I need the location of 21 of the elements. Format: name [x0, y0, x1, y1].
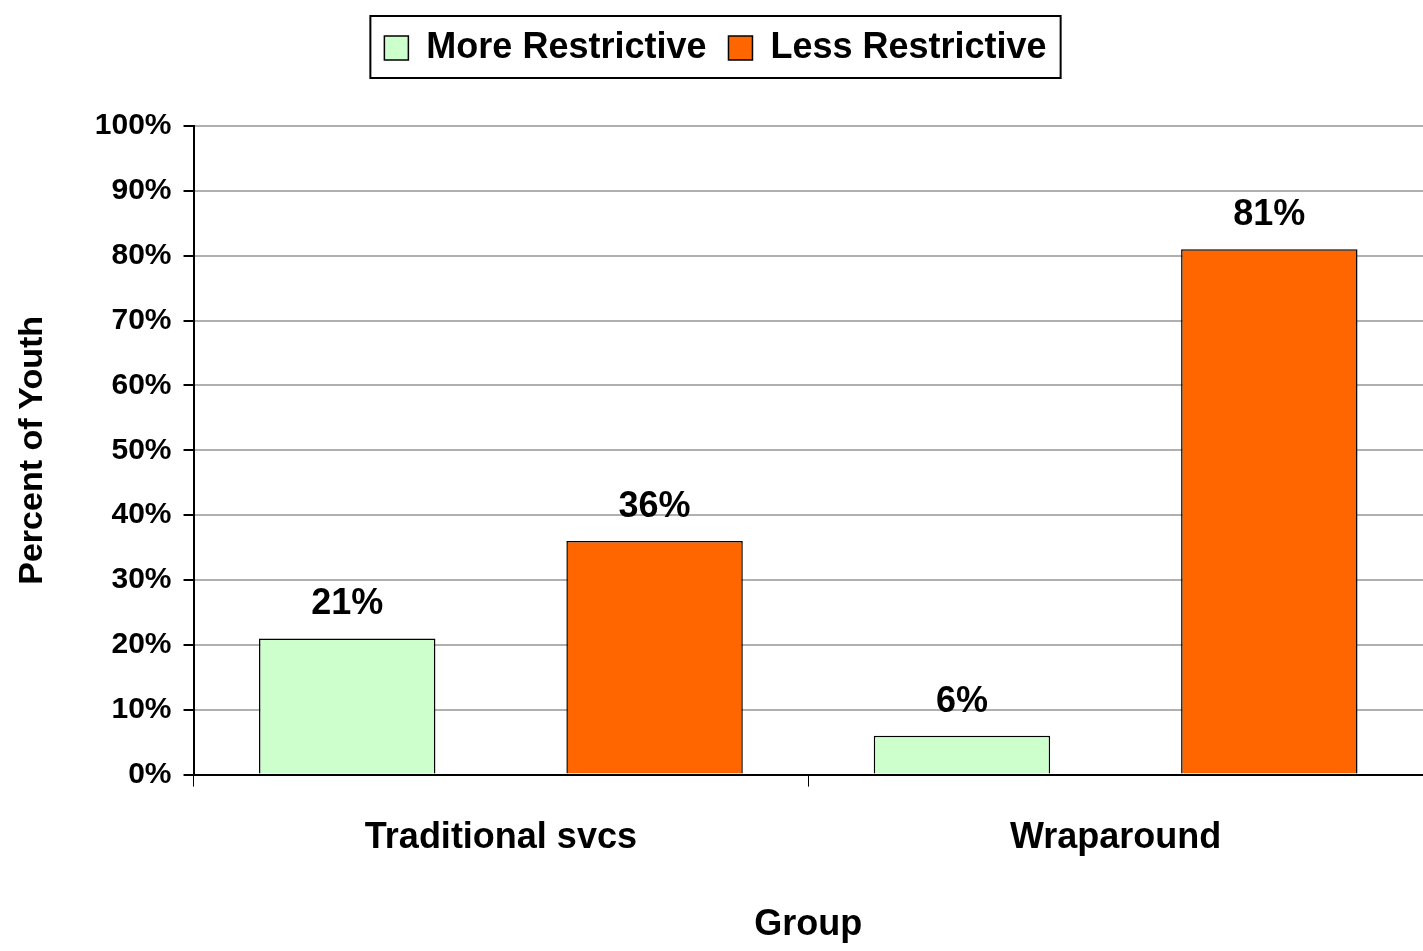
x-axis-title: Group	[754, 902, 863, 944]
data-label: 36%	[618, 484, 691, 526]
x-tick-label: Traditional svcs	[364, 815, 637, 857]
data-label: 21%	[311, 581, 384, 623]
y-tick-label: 100%	[94, 107, 172, 141]
y-tick-label: 70%	[111, 301, 172, 335]
data-label: 81%	[1233, 192, 1306, 234]
y-tick-label: 90%	[111, 172, 172, 206]
data-label: 6%	[935, 678, 988, 720]
y-tick-label: 10%	[111, 691, 172, 725]
y-tick-label: 50%	[111, 431, 172, 465]
x-tick-label: Wraparound	[1009, 815, 1222, 857]
y-tick-label: 30%	[111, 561, 172, 595]
y-tick-label: 60%	[111, 366, 172, 400]
y-tick-label: 0%	[128, 755, 172, 789]
y-tick-label: 40%	[111, 496, 172, 530]
legend-label: Less Restrictive	[770, 24, 1047, 66]
legend-label: More Restrictive	[426, 24, 707, 66]
y-tick-label: 20%	[111, 626, 172, 660]
y-axis-title: Percent of Youth	[10, 315, 49, 585]
y-tick-label: 80%	[111, 236, 172, 270]
